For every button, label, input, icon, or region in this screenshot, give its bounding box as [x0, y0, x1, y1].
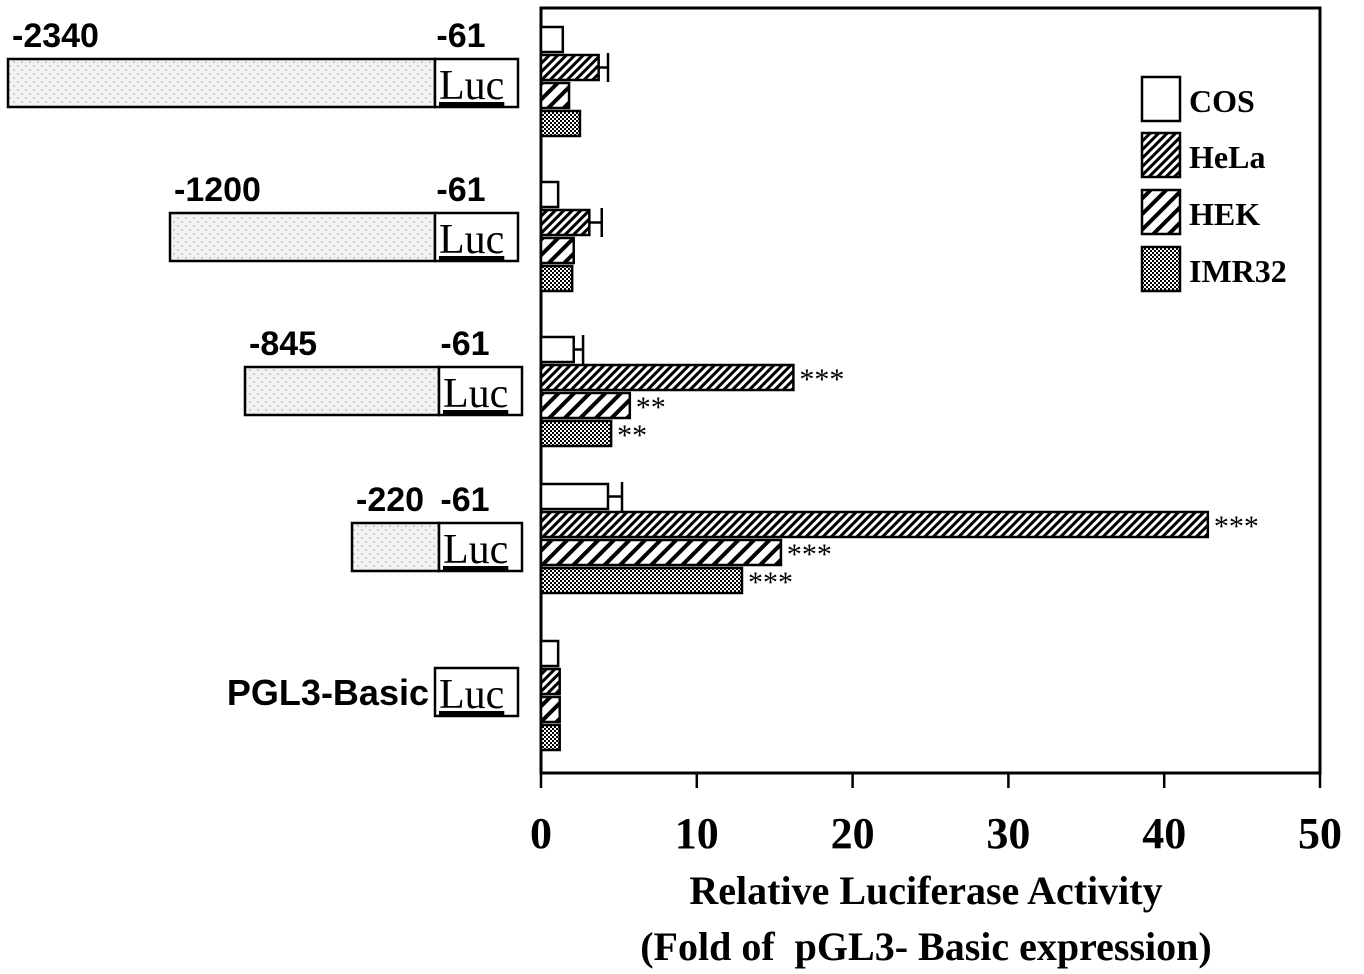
legend-label-hek: HEK	[1189, 196, 1260, 232]
bar-hela	[541, 365, 793, 390]
x-tick-label: 10	[675, 809, 719, 858]
bar-hela	[541, 512, 1208, 537]
construct-name: PGL3-Basic	[227, 672, 429, 713]
bar-cos	[541, 182, 558, 207]
bar-hela	[541, 55, 599, 80]
luciferase-label: Luc	[443, 371, 508, 417]
bar-hek	[541, 540, 781, 565]
promoter-region	[352, 523, 439, 571]
promoter-end-label: -61	[436, 17, 485, 55]
luciferase-label: Luc	[439, 217, 504, 263]
x-tick-label: 40	[1142, 809, 1186, 858]
promoter-start-label: -220	[356, 481, 424, 519]
bar-cos	[541, 27, 563, 52]
construct-layer: -2340 -61 Luc -1200 -61 Luc -845 -61 Luc -220 -61 L…	[8, 17, 522, 718]
promoter-region	[170, 213, 435, 261]
bar-imr32	[541, 568, 742, 593]
promoter-region	[8, 59, 435, 107]
x-axis: 0 10 20 30 40 50	[530, 773, 1342, 858]
legend-label-cos: COS	[1189, 83, 1255, 119]
bar-hela	[541, 210, 589, 235]
x-tick-label: 20	[831, 809, 875, 858]
legend-label-hela: HeLa	[1189, 139, 1265, 175]
promoter-region	[245, 367, 439, 415]
legend-swatch-cos	[1142, 77, 1180, 121]
legend-swatch-hek	[1142, 190, 1180, 234]
luciferase-label: Luc	[443, 527, 508, 573]
bar-imr32	[541, 725, 560, 750]
bar-hek	[541, 393, 630, 418]
bar-hek	[541, 238, 574, 263]
promoter-start-label: -2340	[12, 17, 99, 55]
legend: COS HeLa HEK IMR32	[1142, 77, 1287, 291]
bar-imr32	[541, 421, 611, 446]
promoter-end-label: -61	[440, 481, 489, 519]
bar-hek	[541, 697, 560, 722]
promoter-start-label: -1200	[174, 171, 261, 209]
bar-imr32	[541, 111, 580, 136]
x-tick-label: 30	[986, 809, 1030, 858]
legend-swatch-imr32	[1142, 247, 1180, 291]
legend-label-imr32: IMR32	[1189, 253, 1287, 289]
significance-label: ***	[799, 363, 844, 396]
significance-label: ***	[787, 538, 832, 571]
x-axis-label: Relative Luciferase Activity	[689, 868, 1162, 913]
bar-layer	[541, 27, 1208, 750]
luciferase-label: Luc	[439, 63, 504, 109]
luciferase-label: Luc	[439, 672, 504, 718]
promoter-end-label: -61	[440, 325, 489, 363]
bar-hek	[541, 83, 569, 108]
bar-cos	[541, 337, 574, 362]
significance-label: ***	[748, 566, 793, 599]
bar-hela	[541, 669, 560, 694]
bar-cos	[541, 641, 558, 666]
x-axis-label-secondary: (Fold of pGL3- Basic expression)	[640, 924, 1212, 969]
bar-cos	[541, 484, 608, 509]
promoter-start-label: -845	[249, 325, 317, 363]
significance-label: **	[617, 419, 647, 452]
x-tick-label: 0	[530, 809, 552, 858]
x-tick-label: 50	[1298, 809, 1342, 858]
promoter-end-label: -61	[436, 171, 485, 209]
legend-swatch-hela	[1142, 133, 1180, 177]
bar-imr32	[541, 266, 572, 291]
significance-label: ***	[1214, 510, 1259, 543]
